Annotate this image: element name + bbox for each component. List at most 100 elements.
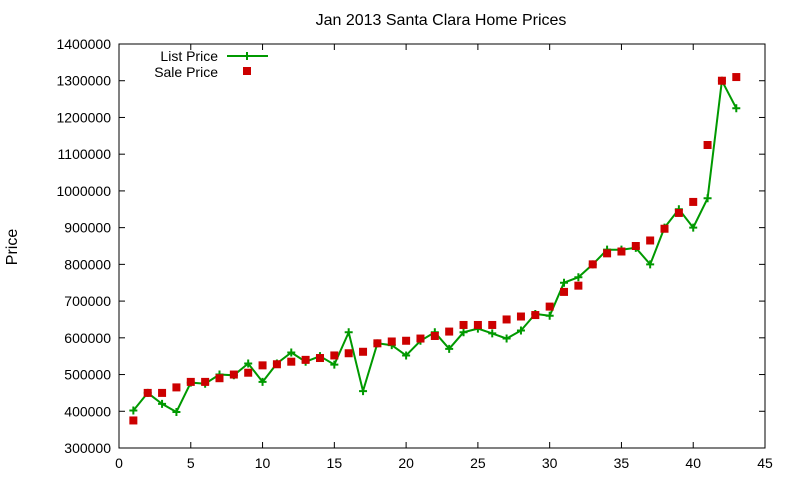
- sale-price-point: [531, 311, 540, 320]
- y-tick-label: 900000: [64, 220, 111, 236]
- sale-price-point: [272, 360, 281, 369]
- sale-price-point: [732, 73, 741, 82]
- sale-price-point: [315, 354, 324, 363]
- y-tick-label: 800000: [64, 256, 111, 272]
- chart-title: Jan 2013 Santa Clara Home Prices: [316, 12, 567, 29]
- sale-price-point: [301, 355, 310, 364]
- y-axis-label: Price: [4, 229, 21, 266]
- legend-label-sale-price: Sale Price: [154, 64, 218, 80]
- list-price-point: [502, 334, 511, 343]
- axis-ticks: 0 5 10 15 20 25 30 35 40 45 300000 400000 500000 6000…: [56, 36, 773, 471]
- list-price-point: [158, 399, 167, 408]
- legend-marker-sale-price: [243, 67, 251, 75]
- x-tick-label: 45: [757, 455, 773, 471]
- sale-price-point: [560, 287, 569, 296]
- sale-price-point: [674, 208, 683, 217]
- y-tick-label: 1400000: [56, 36, 111, 52]
- list-price-point: [703, 194, 712, 203]
- y-tick-label: 1100000: [58, 146, 112, 162]
- list-price-point: [258, 377, 267, 386]
- sale-price-point: [402, 336, 411, 345]
- list-price-point: [344, 328, 353, 337]
- sale-price-point: [215, 374, 224, 383]
- list-price-point: [459, 328, 468, 337]
- list-price-point: [244, 359, 253, 368]
- sale-price-point: [703, 141, 712, 149]
- sale-price-point: [574, 281, 583, 290]
- x-tick-label: 20: [398, 455, 414, 471]
- x-tick-label: 5: [187, 455, 195, 471]
- sale-price-point: [229, 370, 238, 379]
- sale-price-point: [387, 337, 396, 346]
- list-price-point: [516, 326, 525, 335]
- legend: List Price Sale Price: [154, 48, 268, 80]
- y-tick-label: 400000: [64, 403, 111, 419]
- sale-price-point: [244, 368, 253, 377]
- sale-price-point: [430, 331, 439, 340]
- list-price-point: [488, 329, 497, 338]
- sale-price-point: [445, 327, 454, 336]
- sale-price-point: [502, 315, 511, 324]
- legend-marker-list-price: [243, 52, 251, 60]
- sale-price-point: [603, 249, 612, 258]
- legend-label-list-price: List Price: [160, 48, 218, 64]
- list-price-line: [132, 77, 738, 414]
- y-tick-label: 1000000: [56, 183, 111, 199]
- sale-price-point: [143, 388, 152, 397]
- list-price-point: [359, 387, 368, 396]
- sale-price-point: [617, 247, 626, 256]
- y-tick-label: 700000: [64, 293, 111, 309]
- x-tick-label: 10: [255, 455, 271, 471]
- y-tick-label: 1200000: [56, 109, 111, 125]
- sale-price-point: [660, 224, 669, 233]
- sale-price-point: [158, 388, 167, 397]
- sale-price-point: [359, 347, 368, 356]
- sale-price-point: [689, 197, 698, 206]
- y-tick-label: 300000: [64, 440, 111, 456]
- list-price-point: [129, 406, 138, 415]
- y-tick-label: 600000: [64, 330, 111, 346]
- list-price-point: [545, 311, 554, 320]
- list-price-point: [732, 104, 741, 113]
- plot-frame: [118, 43, 766, 449]
- sale-price-point: [545, 302, 554, 311]
- sale-price-point: [373, 339, 382, 348]
- x-tick-label: 15: [327, 455, 343, 471]
- sale-price-point: [416, 334, 425, 343]
- list-price-point: [646, 260, 655, 269]
- sale-price-point: [646, 236, 655, 245]
- list-price-point: [689, 223, 698, 232]
- sale-price-point: [129, 416, 138, 425]
- sale-price-point: [330, 351, 339, 360]
- sale-price-point: [287, 357, 296, 366]
- sale-price-point: [588, 260, 597, 269]
- list-price-point: [172, 408, 181, 417]
- list-price-point: [402, 351, 411, 360]
- list-price-point: [560, 278, 569, 287]
- sale-price-point: [473, 320, 482, 329]
- x-tick-label: 0: [115, 455, 123, 471]
- list-price-point: [287, 348, 296, 357]
- sale-price-point: [717, 76, 726, 85]
- sale-price-point: [516, 312, 525, 321]
- sale-price-point: [488, 320, 497, 329]
- sale-price-point: [201, 377, 210, 386]
- y-tick-label: 1300000: [56, 73, 111, 89]
- x-tick-label: 25: [470, 455, 486, 471]
- x-tick-label: 35: [614, 455, 630, 471]
- sale-price-point: [258, 361, 267, 370]
- sale-price-point: [631, 242, 640, 250]
- sale-price-point: [186, 377, 195, 386]
- x-tick-label: 40: [685, 455, 701, 471]
- x-tick-label: 30: [542, 455, 558, 471]
- series-sale-price: [129, 73, 741, 425]
- list-price-point: [330, 360, 339, 369]
- series-list-price: [129, 76, 741, 417]
- list-price-point: [574, 273, 583, 282]
- y-tick-label: 500000: [64, 367, 111, 383]
- list-price-point: [445, 344, 454, 353]
- sale-price-point: [459, 320, 468, 329]
- sale-price-point: [172, 383, 181, 392]
- sale-price-point: [344, 349, 353, 358]
